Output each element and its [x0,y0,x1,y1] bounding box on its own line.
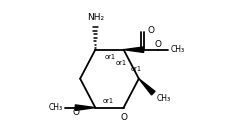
Polygon shape [75,105,95,110]
Text: CH₃: CH₃ [48,103,62,112]
Text: O: O [154,40,162,49]
Text: CH₃: CH₃ [171,45,185,54]
Text: or1: or1 [103,98,114,104]
Text: O: O [148,26,154,35]
Text: or1: or1 [104,54,115,60]
Text: CH₃: CH₃ [157,94,171,103]
Text: or1: or1 [130,66,141,72]
Text: O: O [72,108,80,117]
Text: or1: or1 [115,60,126,66]
Text: NH₂: NH₂ [87,13,104,22]
Text: O: O [121,113,128,122]
Polygon shape [124,47,144,52]
Polygon shape [139,79,155,95]
